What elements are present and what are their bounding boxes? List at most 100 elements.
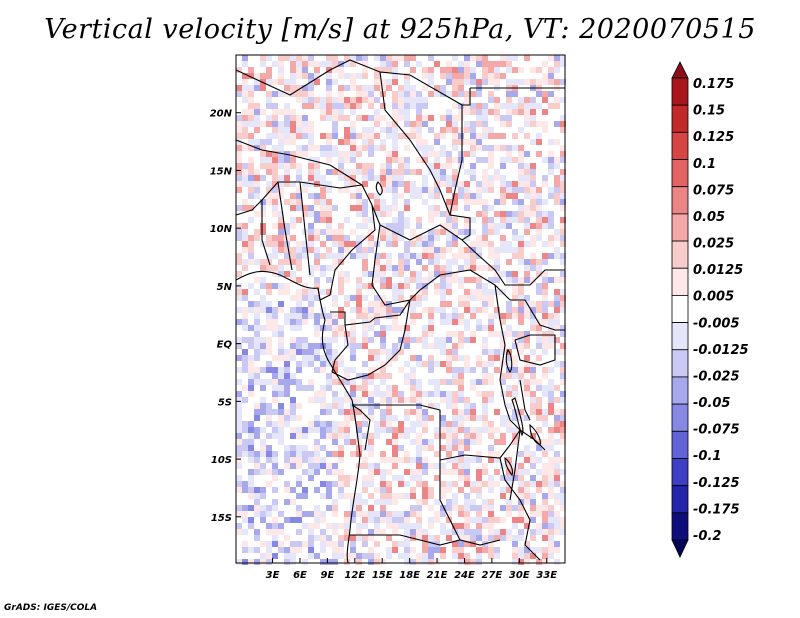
- field-cell: [500, 475, 506, 481]
- field-cell: [506, 247, 512, 253]
- field-cell: [356, 133, 362, 139]
- field-cell: [560, 505, 566, 511]
- field-cell: [554, 121, 560, 127]
- field-cell: [452, 115, 458, 121]
- field-cell: [362, 61, 368, 67]
- field-cell: [410, 475, 416, 481]
- field-cell: [560, 181, 566, 187]
- field-cell: [290, 319, 296, 325]
- field-cell: [290, 397, 296, 403]
- field-cell: [518, 427, 524, 433]
- field-cell: [386, 307, 392, 313]
- field-cell: [458, 421, 464, 427]
- field-cell: [362, 541, 368, 547]
- field-cell: [326, 487, 332, 493]
- field-cell: [272, 535, 278, 541]
- field-cell: [488, 151, 494, 157]
- field-cell: [500, 433, 506, 439]
- field-cell: [458, 547, 464, 553]
- field-cell: [488, 253, 494, 259]
- field-cell: [356, 235, 362, 241]
- field-cell: [524, 223, 530, 229]
- field-cell: [530, 451, 536, 457]
- field-cell: [368, 325, 374, 331]
- field-cell: [248, 283, 254, 289]
- field-cell: [410, 409, 416, 415]
- field-cell: [284, 409, 290, 415]
- field-cell: [362, 331, 368, 337]
- field-cell: [272, 181, 278, 187]
- field-cell: [248, 103, 254, 109]
- field-cell: [404, 247, 410, 253]
- field-cell: [380, 457, 386, 463]
- field-cell: [524, 379, 530, 385]
- field-cell: [284, 445, 290, 451]
- field-cell: [392, 235, 398, 241]
- field-cell: [290, 253, 296, 259]
- lat-tick-label: EQ: [217, 340, 233, 351]
- field-cell: [452, 433, 458, 439]
- field-cell: [422, 361, 428, 367]
- field-cell: [302, 115, 308, 121]
- field-cell: [464, 97, 470, 103]
- field-cell: [308, 547, 314, 553]
- field-cell: [470, 265, 476, 271]
- field-cell: [392, 109, 398, 115]
- field-cell: [506, 307, 512, 313]
- field-cell: [506, 259, 512, 265]
- field-cell: [356, 211, 362, 217]
- field-cell: [458, 73, 464, 79]
- field-cell: [332, 397, 338, 403]
- field-cell: [506, 277, 512, 283]
- field-cell: [554, 67, 560, 73]
- field-cell: [536, 193, 542, 199]
- field-cell: [356, 343, 362, 349]
- field-cell: [326, 115, 332, 121]
- field-cell: [332, 439, 338, 445]
- field-cell: [308, 355, 314, 361]
- field-cell: [518, 157, 524, 163]
- field-cell: [248, 181, 254, 187]
- field-cell: [332, 121, 338, 127]
- field-cell: [506, 373, 512, 379]
- field-cell: [524, 169, 530, 175]
- field-cell: [260, 337, 266, 343]
- field-cell: [356, 169, 362, 175]
- field-cell: [524, 163, 530, 169]
- field-cell: [458, 85, 464, 91]
- field-cell: [416, 301, 422, 307]
- field-cell: [332, 205, 338, 211]
- field-cell: [482, 337, 488, 343]
- field-cell: [488, 427, 494, 433]
- field-cell: [392, 457, 398, 463]
- field-cell: [482, 73, 488, 79]
- colorbar-segment: [671, 485, 689, 514]
- field-cell: [422, 253, 428, 259]
- field-cell: [410, 181, 416, 187]
- field-cell: [410, 133, 416, 139]
- field-cell: [422, 265, 428, 271]
- field-cell: [302, 343, 308, 349]
- colorbar-top-arrow: [671, 61, 689, 79]
- field-cell: [470, 505, 476, 511]
- field-cell: [368, 235, 374, 241]
- field-cell: [374, 499, 380, 505]
- field-cell: [542, 475, 548, 481]
- field-cell: [416, 361, 422, 367]
- field-cell: [302, 283, 308, 289]
- field-cell: [356, 289, 362, 295]
- field-cell: [428, 535, 434, 541]
- field-cell: [464, 295, 470, 301]
- field-cell: [554, 295, 560, 301]
- field-cell: [278, 289, 284, 295]
- field-cell: [392, 241, 398, 247]
- field-cell: [536, 403, 542, 409]
- field-cell: [470, 427, 476, 433]
- field-cell: [548, 517, 554, 523]
- field-cell: [296, 61, 302, 67]
- field-cell: [530, 493, 536, 499]
- field-cell: [518, 199, 524, 205]
- field-cell: [332, 67, 338, 73]
- field-cell: [290, 247, 296, 253]
- field-cell: [506, 103, 512, 109]
